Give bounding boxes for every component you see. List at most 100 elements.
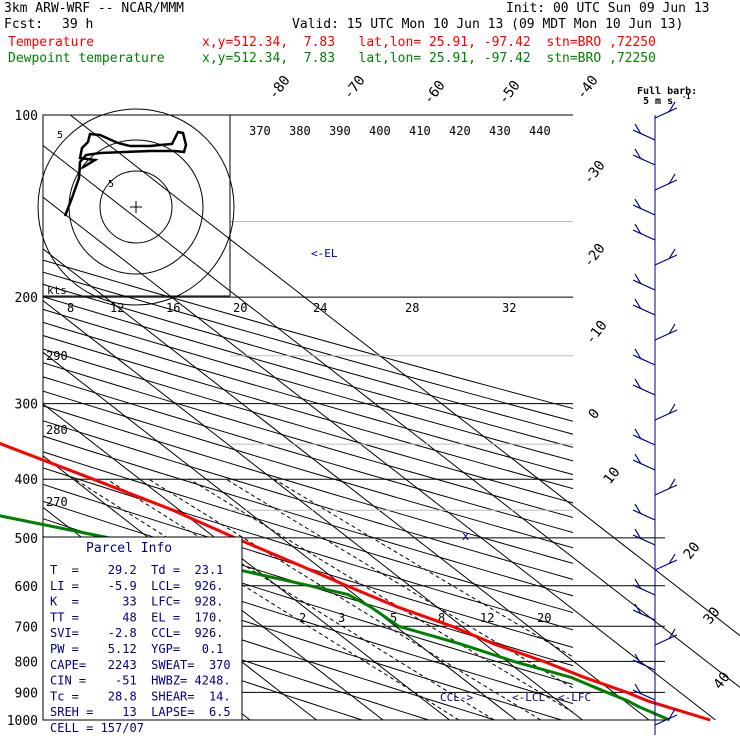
- theta-e-label: 32: [502, 301, 516, 315]
- isotherm-label-top: -40: [574, 73, 602, 103]
- height-label: 290: [46, 349, 68, 363]
- wind-barb-flag: [668, 173, 676, 185]
- wind-barb: [632, 509, 656, 521]
- isotherm-label-right: -10: [583, 318, 611, 348]
- isotherm-label-right: 0: [586, 406, 604, 422]
- wind-barb-flag: [634, 503, 642, 515]
- forecast-label: Fcst:: [4, 17, 44, 32]
- mixing-ratio-label: 3: [338, 611, 345, 625]
- wind-barb: [632, 229, 656, 241]
- wind-barb: [654, 254, 678, 266]
- mixing-ratio-label: 8: [438, 611, 445, 625]
- parcel-info-row: SREH = 13 LAPSE= 6.5: [50, 705, 231, 719]
- wind-barb: [654, 107, 678, 119]
- wind-barb: [632, 609, 656, 621]
- wind-barb-flag: [634, 528, 642, 540]
- pressure-tick-label: 300: [15, 398, 38, 413]
- isotherm-label-right: 10: [601, 464, 624, 487]
- dry-adiabat: [43, 500, 573, 667]
- parcel-info-row: TT = 48 EL = 170.: [50, 610, 223, 624]
- wind-barb: [632, 204, 656, 216]
- isotherm-label-top: -60: [421, 78, 449, 108]
- wind-barb: [632, 354, 656, 366]
- init-time: Init: 00 UTC Sun 09 Jun 13: [506, 1, 710, 16]
- wind-barb-flag: [668, 323, 676, 335]
- wind-barb-flag: [634, 198, 642, 210]
- wind-barb-flag: [634, 273, 642, 285]
- wind-barb-flag: [668, 478, 676, 490]
- height-labels: 290 280 270: [46, 349, 68, 509]
- wind-barb: [654, 634, 678, 646]
- wind-barb-flag: [634, 298, 642, 310]
- wind-barb: [654, 329, 678, 341]
- mixing-ratio-label: 5: [390, 611, 397, 625]
- wind-barb: [632, 659, 656, 671]
- wind-barb-flag: [634, 653, 642, 665]
- dewpoint-location: x,y=512.34, 7.83 lat,lon= 25.91, -97.42 …: [202, 51, 656, 66]
- mixing-ratio-label: 20: [537, 611, 551, 625]
- theta-label: 390: [329, 124, 351, 138]
- pressure-tick-label: 1000: [7, 714, 38, 729]
- dry-adiabat: [43, 348, 573, 504]
- dry-adiabat: [43, 296, 573, 448]
- barb-key-units: 5 m s: [643, 96, 673, 107]
- temperature-legend: Temperature: [8, 35, 95, 50]
- wind-barb-flag: [634, 123, 642, 135]
- wind-barb: [632, 689, 656, 701]
- mixing-ratio-labels: 2 3 5 8 12 20: [299, 611, 551, 625]
- wind-barb: [654, 179, 678, 191]
- wind-barb-flag: [634, 378, 642, 390]
- theta-label: 410: [409, 124, 431, 138]
- lfc-marker: <-LFC: [558, 691, 591, 704]
- hodograph-ring-label: 5: [108, 179, 114, 190]
- wind-barb: [632, 154, 656, 166]
- dry-adiabat: [43, 335, 573, 490]
- isotherm-label-right: -30: [581, 158, 609, 188]
- wind-barb: [632, 459, 656, 471]
- parcel-info-row: CELL = 157/07: [50, 721, 144, 735]
- isotherm-label-top: -50: [496, 78, 524, 108]
- hodograph-frame: [42, 114, 231, 297]
- theta-labels: 370 380 390 400 410 420 430 440: [249, 124, 551, 138]
- isotherm-label-right: 20: [681, 539, 704, 562]
- dry-adiabat: [43, 592, 431, 720]
- pressure-tick-label: 400: [15, 473, 38, 488]
- wind-barb-flag: [634, 683, 642, 695]
- theta-label: 400: [369, 124, 391, 138]
- isotherm-line: [43, 248, 650, 721]
- parcel-info-row: T = 29.2 Td = 23.1: [50, 563, 223, 577]
- hodograph-trace: [63, 130, 188, 217]
- pressure-tick-label: 500: [15, 532, 38, 547]
- hodograph-ring-3: [37, 108, 235, 306]
- parcel-info-box: [42, 536, 243, 721]
- pressure-tick-label: 100: [15, 109, 38, 124]
- dry-adiabat: [43, 321, 573, 476]
- dry-adiabat: [43, 271, 573, 422]
- dry-adiabat: [43, 435, 573, 597]
- height-label: 280: [46, 423, 68, 437]
- isotherm-label-right: 40: [711, 669, 734, 692]
- dry-adiabat: [43, 362, 573, 519]
- mixing-ratio-label: 2: [299, 611, 306, 625]
- wind-barb-flag: [668, 248, 676, 260]
- theta-label: 420: [449, 124, 471, 138]
- dewpoint-line: [0, 514, 671, 722]
- ccl-marker: CCL->: [440, 691, 473, 704]
- wind-barb: [632, 304, 656, 316]
- theta-label: 430: [489, 124, 511, 138]
- pressure-tick-label: 800: [15, 655, 38, 670]
- wind-barb: [654, 409, 678, 421]
- theta-e-label: 12: [110, 301, 124, 315]
- isotherm-label-top: -70: [341, 73, 369, 103]
- dry-adiabat: [43, 308, 573, 462]
- wind-barb: [632, 584, 656, 596]
- theta-e-label: 24: [313, 301, 327, 315]
- wind-barb: [632, 434, 656, 446]
- wind-barb-flag: [668, 553, 676, 565]
- parcel-info-row: SVI= -2.8 CCL= 926.: [50, 626, 223, 640]
- height-label: 270: [46, 495, 68, 509]
- theta-label: 370: [249, 124, 271, 138]
- wind-barb-flag: [634, 348, 642, 360]
